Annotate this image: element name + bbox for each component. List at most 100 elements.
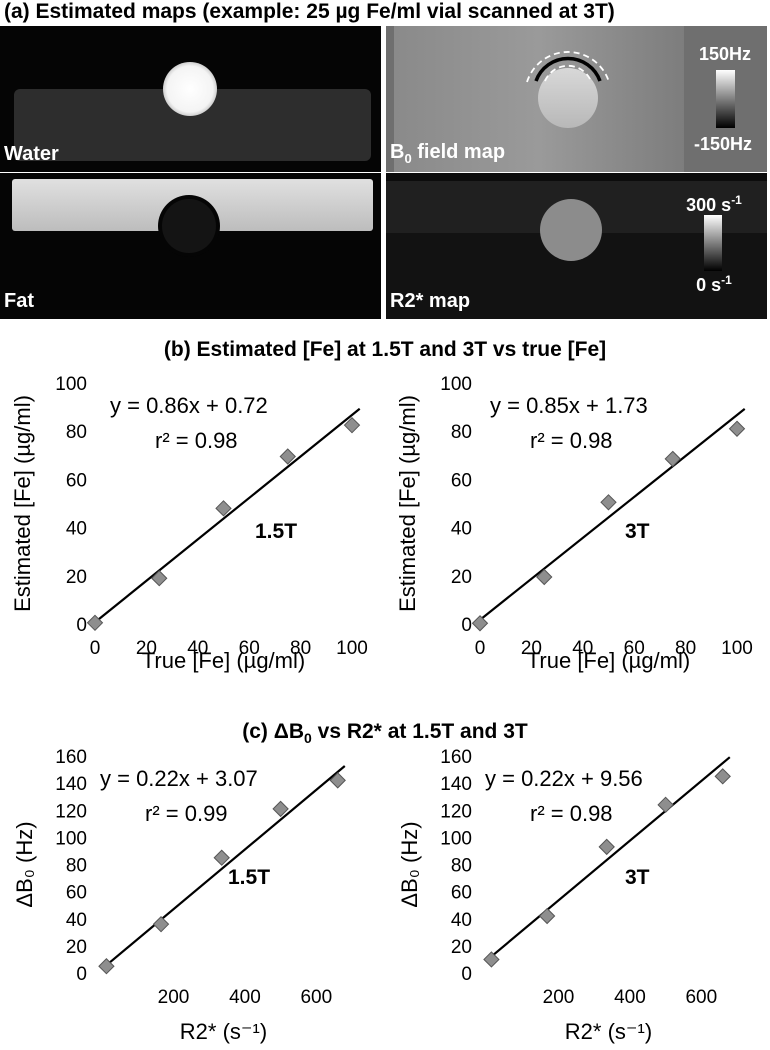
fit-line — [94, 407, 361, 624]
y-axis-label: ΔB₀ (Hz) — [397, 821, 422, 907]
x-tick-label: 600 — [300, 987, 332, 1008]
y-tick-label: 20 — [66, 567, 87, 588]
water-label: Water — [4, 143, 59, 165]
data-point — [215, 500, 232, 517]
regression-equation: y = 0.22x + 3.07 — [100, 766, 258, 791]
r-squared-label: r² = 0.99 — [145, 801, 228, 826]
data-point — [343, 416, 361, 434]
data-point — [657, 796, 674, 814]
x-axis-label: R2* (s⁻¹) — [565, 1019, 652, 1044]
y-tick-label: 20 — [451, 567, 472, 588]
r2-star-map-label: R2* map — [390, 290, 471, 312]
x-tick-label: 600 — [685, 987, 717, 1008]
y-tick-label: 20 — [66, 937, 87, 958]
y-tick-label: 160 — [55, 747, 87, 768]
y-tick-label: 80 — [66, 422, 87, 443]
x-axis-label: R2* (s⁻¹) — [180, 1019, 267, 1044]
x-tick-label: 100 — [721, 638, 753, 659]
y-tick-label: 60 — [66, 883, 87, 904]
panel-a-title: (a) Estimated maps (example: 25 µg Fe/ml… — [4, 0, 615, 23]
data-point — [714, 768, 731, 785]
r2-colorbar-max: 300 s-1 — [686, 193, 742, 215]
y-axis-label: ΔB₀ (Hz) — [12, 821, 37, 907]
chart-db0-3t: 0 20 40 60 80 100 120 140 160 200 400 600 ΔB₀ (Hz) R2… — [397, 747, 731, 1044]
y-tick-label: 100 — [440, 374, 472, 395]
data-point — [664, 450, 681, 468]
data-point — [536, 568, 553, 586]
b0-field-map-image: 150Hz -150Hz B0 field map — [386, 26, 767, 172]
data-point — [98, 958, 115, 975]
y-tick-label: 80 — [66, 856, 87, 877]
regression-equation: y = 0.86x + 0.72 — [110, 393, 268, 418]
y-tick-label: 60 — [66, 470, 87, 491]
y-tick-label: 20 — [451, 937, 472, 958]
x-tick-label: 60 — [624, 638, 645, 659]
x-tick-label: 200 — [158, 987, 190, 1008]
fat-label: Fat — [4, 290, 34, 312]
y-axis-label: Estimated [Fe] (µg/ml) — [395, 395, 420, 612]
r-squared-label: r² = 0.98 — [155, 428, 238, 453]
r-squared-label: r² = 0.98 — [530, 801, 613, 826]
y-tick-label: 120 — [55, 801, 87, 822]
data-point — [538, 907, 556, 925]
data-point — [86, 614, 104, 632]
y-tick-label: 100 — [440, 828, 472, 849]
y-tick-label: 0 — [76, 615, 87, 636]
data-point — [151, 570, 168, 587]
b0-field-map-label: B0 field map — [390, 141, 506, 166]
field-strength-label: 3T — [625, 866, 650, 889]
chart-fe-3t: 0 20 40 60 80 100 0 20 40 60 80 100 Estimated [Fe] (… — [395, 374, 753, 673]
y-tick-label: 60 — [451, 883, 472, 904]
x-tick-label: 0 — [475, 638, 486, 659]
fit-line — [479, 407, 746, 621]
y-tick-label: 160 — [440, 747, 472, 768]
x-axis-label: True [Fe] (µg/ml) — [527, 648, 690, 673]
x-tick-label: 200 — [543, 987, 575, 1008]
data-point — [213, 849, 230, 866]
y-tick-label: 100 — [55, 374, 87, 395]
fit-line — [101, 765, 346, 970]
y-tick-label: 40 — [66, 910, 87, 931]
y-tick-label: 60 — [451, 470, 472, 491]
regression-equation: y = 0.85x + 1.73 — [490, 393, 648, 418]
r-squared-label: r² = 0.98 — [530, 428, 613, 453]
fit-line — [486, 756, 731, 961]
y-tick-label: 100 — [55, 828, 87, 849]
x-tick-label: 20 — [136, 638, 157, 659]
b0-colorbar-min: -150Hz — [693, 134, 753, 154]
data-point — [483, 951, 500, 968]
x-tick-label: 80 — [675, 638, 696, 659]
r2-colorbar-min: 0 s-1 — [696, 273, 732, 295]
y-tick-label: 80 — [451, 422, 472, 443]
x-tick-label: 0 — [90, 638, 101, 659]
chart-db0-1p5t: 0 20 40 60 80 100 120 140 160 200 400 600 ΔB₀ (Hz) R2… — [12, 747, 346, 1044]
x-tick-label: 60 — [239, 638, 260, 659]
y-tick-label: 0 — [461, 615, 472, 636]
x-tick-label: 40 — [187, 638, 208, 659]
data-point — [272, 800, 289, 818]
regression-equation: y = 0.22x + 9.56 — [485, 766, 643, 791]
y-tick-label: 40 — [451, 910, 472, 931]
y-tick-label: 0 — [461, 964, 472, 985]
data-point — [329, 772, 346, 789]
data-point — [152, 915, 170, 933]
y-tick-label: 120 — [440, 801, 472, 822]
data-point — [471, 615, 489, 632]
chart-fe-1p5t: 0 20 40 60 80 100 0 20 40 60 80 100 Estimated [Fe] (… — [10, 374, 368, 673]
field-strength-label: 1.5T — [255, 520, 297, 543]
x-tick-label: 400 — [614, 987, 646, 1008]
field-strength-label: 3T — [625, 520, 650, 543]
y-tick-label: 40 — [451, 519, 472, 540]
data-point — [728, 420, 746, 437]
b0-colorbar-max: 150Hz — [698, 44, 752, 64]
data-point — [279, 448, 296, 465]
data-point — [598, 838, 615, 856]
data-point — [600, 494, 617, 511]
water-map-image: Water — [0, 26, 381, 172]
y-tick-label: 0 — [76, 964, 87, 985]
panel-b-title: (b) Estimated [Fe] at 1.5T and 3T vs tru… — [163, 338, 607, 361]
y-tick-label: 40 — [66, 519, 87, 540]
y-axis-label: Estimated [Fe] (µg/ml) — [10, 395, 35, 612]
x-tick-label: 100 — [336, 638, 368, 659]
x-axis-label: True [Fe] (µg/ml) — [142, 648, 305, 673]
